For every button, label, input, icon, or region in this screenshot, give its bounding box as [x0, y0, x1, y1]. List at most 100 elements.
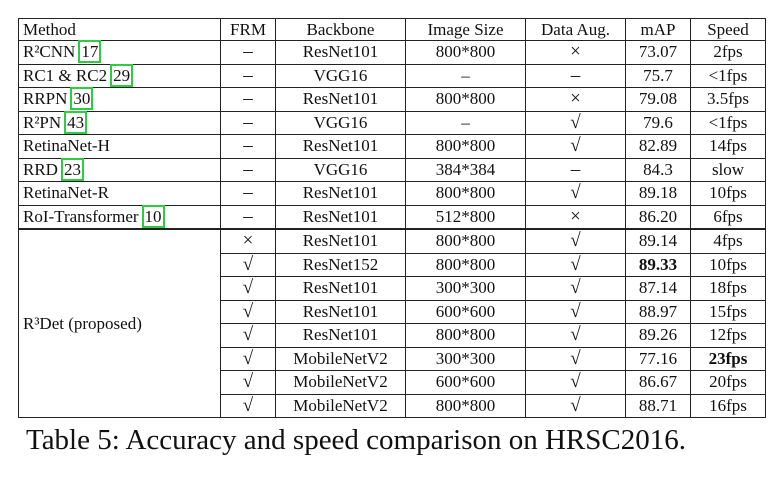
table-cell: – — [220, 157, 276, 182]
citation: 17 — [78, 40, 102, 64]
header-cell: Backbone — [275, 18, 406, 41]
table-cell: 300*300 — [405, 346, 526, 371]
table-cell: 6fps — [690, 204, 766, 230]
table-cell: 86.20 — [625, 204, 691, 230]
method-cell: R²PN 43 — [18, 110, 221, 135]
method-name: RoI-Transformer — [23, 206, 139, 226]
table-cell: 18fps — [690, 276, 766, 301]
header-cell: Data Aug. — [525, 18, 626, 41]
table-cell: – — [220, 40, 276, 65]
method-name: RRD — [23, 159, 58, 179]
table-cell: VGG16 — [275, 63, 406, 88]
table-cell: √ — [525, 110, 626, 135]
table-cell: 87.14 — [625, 276, 691, 301]
table-row: √ MobileNetV2 300*300 √ 77.16 23fps — [19, 346, 766, 371]
table-cell: √ — [220, 370, 276, 395]
table-cell: ResNet101 — [275, 276, 406, 301]
method-name: RRPN — [23, 89, 68, 109]
table-cell: √ — [525, 393, 626, 418]
table-cell: √ — [220, 276, 276, 301]
table-cell: 384*384 — [405, 157, 526, 182]
table-cell: 14fps — [690, 134, 766, 159]
table-cell: <1fps — [690, 63, 766, 88]
method-name: RC1 & RC2 — [23, 65, 108, 85]
citation: 23 — [60, 157, 84, 181]
table-cell: 10fps — [690, 181, 766, 206]
table-cell: 800*800 — [405, 87, 526, 112]
table-cell: 800*800 — [405, 40, 526, 65]
table-cell: 88.71 — [625, 393, 691, 418]
caption: Table 5: Accuracy and speed comparison o… — [26, 424, 686, 456]
citation: 30 — [70, 87, 94, 111]
table-cell: 79.08 — [625, 87, 691, 112]
table-cell: 800*800 — [405, 323, 526, 348]
table-row: √ MobileNetV2 800*800 √ 88.71 16fps — [19, 393, 766, 418]
table-cell: 600*600 — [405, 370, 526, 395]
table-cell: 86.67 — [625, 370, 691, 395]
table-cell: ResNet101 — [275, 181, 406, 206]
table-cell: – — [220, 134, 276, 159]
table-body: R²CNN 17– ResNet101 800*800 × 73.07 2fps RC1 & … — [18, 40, 766, 418]
table-row: R²PN 43– VGG16– √ 79.6 <1fps — [18, 110, 766, 135]
table-cell: 84.3 — [625, 157, 691, 182]
table-cell: 89.26 — [625, 323, 691, 348]
method-name: RetinaNet-R — [23, 183, 109, 203]
table-cell: slow — [690, 157, 766, 182]
table-row: RRPN 30– ResNet101 800*800 × 79.08 3.5fps — [18, 87, 766, 112]
table-cell: – — [405, 110, 526, 135]
table-cell: – — [220, 181, 276, 206]
table-cell: MobileNetV2 — [275, 393, 406, 418]
table-cell: 89.18 — [625, 181, 691, 206]
header-cell: Image Size — [405, 18, 526, 41]
table-cell: – — [220, 87, 276, 112]
table-row: √ ResNet101 600*600 √ 88.97 15fps — [19, 299, 766, 324]
table-cell: 89.33 — [625, 252, 691, 277]
header-row: Method FRM Backbone Image Size Data Aug. mAP S… — [18, 18, 766, 41]
table-row: RetinaNet-H – ResNet101 800*800 √ 82.89 14fps — [18, 134, 766, 159]
table-cell: – — [405, 63, 526, 88]
table-cell: √ — [220, 252, 276, 277]
table-cell: <1fps — [690, 110, 766, 135]
table-cell: × — [525, 87, 626, 112]
table-cell: – — [220, 204, 276, 230]
method-cell: RRPN 30 — [18, 87, 221, 112]
table-row: √ ResNet101 800*800 √ 89.26 12fps — [19, 323, 766, 348]
header-cell: FRM — [220, 18, 276, 41]
table-cell: 800*800 — [405, 134, 526, 159]
table-cell: √ — [525, 252, 626, 277]
table-cell: 12fps — [690, 323, 766, 348]
table-cell: 3.5fps — [690, 87, 766, 112]
method-cell: RoI-Transformer 10 — [18, 204, 221, 230]
table-cell: √ — [525, 181, 626, 206]
table-cell: √ — [220, 346, 276, 371]
table-cell: √ — [220, 299, 276, 324]
header-cell: mAP — [625, 18, 691, 41]
table-cell: ResNet101 — [275, 228, 406, 254]
table-cell: VGG16 — [275, 157, 406, 182]
table-row: RC1 & RC2 29– VGG16– –75.7 <1fps — [18, 63, 766, 88]
table-row: RetinaNet-R – ResNet101 800*800 √ 89.18 10fps — [18, 181, 766, 206]
method-cell: RRD 23 — [18, 157, 221, 182]
table-row: RRD 23– VGG16 384*384–84.3 slow — [18, 157, 766, 182]
table-cell: ResNet101 — [275, 40, 406, 65]
table-cell: MobileNetV2 — [275, 346, 406, 371]
table-cell: √ — [525, 370, 626, 395]
results-table: Method FRM Backbone Image Size Data Aug. mAP S… — [18, 18, 766, 418]
table-cell: 75.7 — [625, 63, 691, 88]
table-cell: ResNet101 — [275, 204, 406, 230]
table-cell: 800*800 — [405, 181, 526, 206]
table-cell: ResNet101 — [275, 87, 406, 112]
table-cell: – — [220, 63, 276, 88]
table-cell: √ — [525, 323, 626, 348]
table-cell: 79.6 — [625, 110, 691, 135]
table-cell: √ — [220, 323, 276, 348]
table-cell: √ — [525, 134, 626, 159]
header-cell: Method — [18, 18, 221, 41]
method-cell: R³Det (proposed) — [18, 228, 221, 418]
method-cell: RC1 & RC2 29 — [18, 63, 221, 88]
table-cell: 512*800 — [405, 204, 526, 230]
table-cell: 23fps — [690, 346, 766, 371]
table-cell: 20fps — [690, 370, 766, 395]
method-cell: RetinaNet-R — [18, 181, 221, 206]
citation: 10 — [141, 204, 165, 228]
